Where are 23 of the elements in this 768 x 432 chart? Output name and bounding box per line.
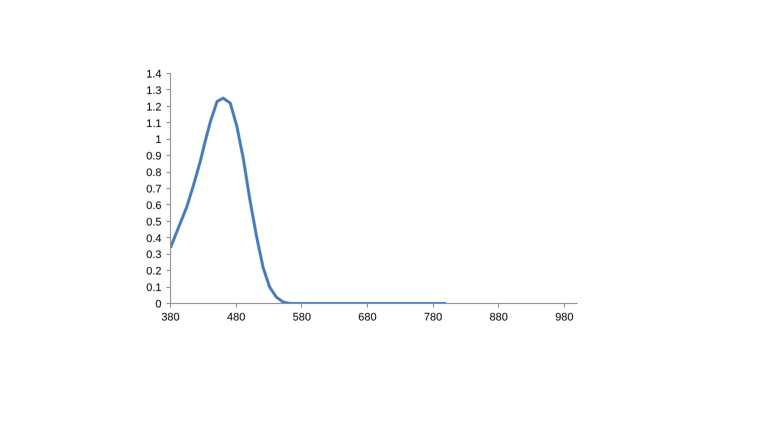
line-series <box>170 96 448 304</box>
y-tick-label: 0.9 <box>146 150 162 163</box>
x-tick-label: 880 <box>490 312 508 324</box>
y-tick-label: 0 <box>155 298 162 310</box>
x-tick-label: 480 <box>226 312 246 324</box>
y-tick-label: 0.6 <box>146 200 162 212</box>
x-tick-label: 580 <box>292 312 311 324</box>
x-tick-label: 380 <box>161 312 180 324</box>
x-tick-label: 780 <box>424 312 442 324</box>
y-tick-label: 1.3 <box>146 84 162 97</box>
y-tick-label: 0.8 <box>146 167 162 180</box>
y-tick-label: 0.4 <box>146 232 162 245</box>
y-tick-label: 1.4 <box>146 68 162 80</box>
y-tick-label: 0.5 <box>146 216 162 228</box>
y-tick-label: 0.3 <box>146 249 162 262</box>
y-tick-label: 1.2 <box>146 101 162 114</box>
y-tick-label: 1 <box>155 134 162 146</box>
y-tick-label: 0.2 <box>146 266 162 278</box>
x-tick-label: 980 <box>555 312 574 324</box>
y-tick-label: 0.1 <box>146 282 162 294</box>
y-tick-label: 0.7 <box>146 184 162 196</box>
y-tick-label: 1.1 <box>146 118 162 130</box>
x-tick-label: 680 <box>358 312 377 324</box>
